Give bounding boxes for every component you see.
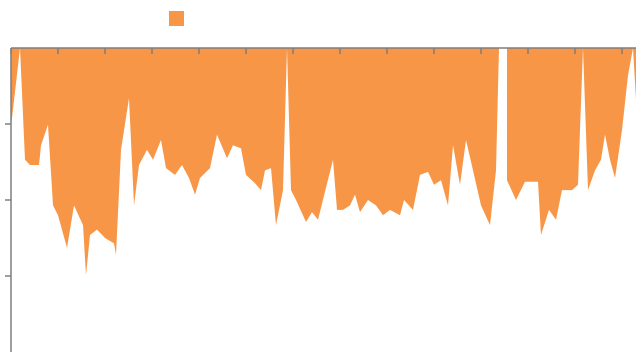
area [11, 48, 636, 276]
legend-swatch [169, 11, 184, 26]
